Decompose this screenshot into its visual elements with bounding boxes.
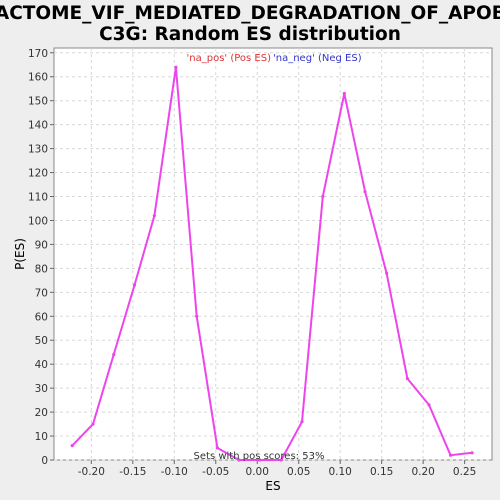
y-tick-label: 90: [35, 239, 48, 251]
x-tick-label: 0.05: [287, 466, 310, 478]
x-tick-label: 0.25: [453, 466, 476, 478]
data-point: [405, 376, 409, 381]
legend-pos: 'na_pos' (Pos ES): [187, 53, 272, 64]
x-tick-label: -0.20: [78, 466, 105, 478]
plot-area: [53, 47, 493, 461]
data-point: [279, 458, 283, 462]
y-tick-label: 120: [28, 168, 48, 180]
y-tick-label: 100: [28, 215, 48, 227]
data-points: [70, 65, 474, 462]
x-axis-label: ES: [265, 479, 280, 493]
data-point: [152, 214, 156, 218]
x-tick-label: -0.05: [202, 466, 229, 478]
series-line: [71, 67, 473, 461]
x-tick-label: -0.10: [161, 466, 188, 478]
y-tick-label: 50: [35, 335, 48, 347]
y-tick-label: 60: [35, 311, 48, 323]
data-point: [91, 422, 95, 426]
data-point: [300, 420, 304, 424]
data-point: [342, 91, 346, 96]
y-axis-label: P(ES): [13, 238, 27, 270]
data-point: [195, 314, 199, 318]
data-point: [70, 444, 74, 448]
x-tick-label: 0.10: [328, 466, 351, 478]
x-tick-label: 0.15: [370, 466, 393, 478]
pos-scores-annotation: Sets with pos scores: 53%: [194, 451, 325, 462]
y-tick-label: 170: [28, 48, 48, 60]
y-tick-label: 40: [35, 359, 48, 371]
data-point: [470, 451, 474, 455]
y-tick-label: 10: [35, 431, 48, 443]
data-point: [363, 190, 367, 194]
y-tick-label: 80: [35, 263, 48, 275]
x-tick-label: -0.15: [119, 466, 146, 478]
y-tick-label: 0: [41, 455, 48, 467]
data-point: [258, 458, 262, 462]
data-point: [448, 453, 453, 457]
data-point: [215, 446, 220, 450]
data-point: [112, 353, 116, 357]
data-point: [321, 194, 325, 199]
y-tick-label: 150: [28, 96, 48, 108]
x-tick-label: 0.00: [246, 466, 269, 478]
y-tick-label: 110: [28, 192, 48, 204]
y-tick-label: 160: [28, 72, 48, 84]
y-tick-label: 30: [35, 383, 48, 395]
axes: 0 10 20 30 40 50 60 70 80 90 100 110 120 130 140 150 160…: [28, 48, 476, 478]
data-point: [237, 458, 241, 462]
data-point: [132, 283, 137, 287]
x-tick-label: 0.20: [411, 466, 434, 478]
y-tick-label: 130: [28, 144, 48, 156]
y-tick-label: 140: [28, 120, 48, 132]
y-tick-label: 70: [35, 287, 48, 299]
chart-title-line2: C3G: Random ES distribution: [99, 24, 401, 45]
data-point: [385, 271, 389, 275]
data-point: [174, 65, 178, 69]
legend-neg: 'na_neg' (Neg ES): [273, 53, 362, 64]
chart-title-line1: REACTOME_VIF_MEDIATED_DEGRADATION_OF_APO…: [0, 3, 500, 24]
data-point: [427, 403, 431, 407]
grid-lines: [54, 48, 492, 461]
y-tick-label: 20: [35, 407, 48, 419]
